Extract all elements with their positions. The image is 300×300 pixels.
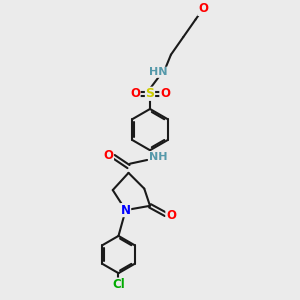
Text: O: O — [166, 209, 176, 222]
Text: O: O — [130, 87, 140, 100]
Text: Cl: Cl — [112, 278, 125, 291]
Text: S: S — [146, 87, 154, 100]
Text: O: O — [198, 2, 208, 15]
Text: N: N — [121, 204, 130, 217]
Text: O: O — [103, 148, 113, 162]
Text: NH: NH — [149, 152, 167, 161]
Text: O: O — [160, 87, 170, 100]
Text: HN: HN — [149, 67, 168, 77]
